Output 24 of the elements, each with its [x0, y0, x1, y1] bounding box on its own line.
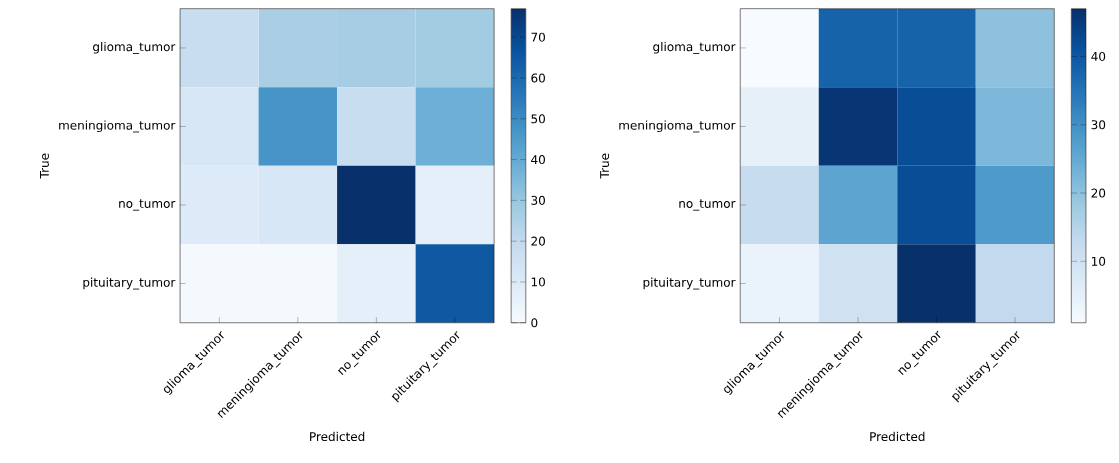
color-bar-label: 50	[531, 114, 545, 124]
color-bar-label: 30	[1091, 120, 1106, 130]
x-axis-title: Predicted	[870, 431, 925, 442]
y-axis-title: True	[600, 153, 610, 179]
color-bar-label: 40	[1091, 52, 1106, 62]
x-axis-title: Predicted	[310, 431, 365, 442]
y-tick-label: no_tumor	[119, 199, 176, 211]
color-bar-label: 10	[1092, 256, 1106, 266]
y-tick-label: pituitary_tumor	[643, 277, 736, 290]
y-tick-label: glioma_tumor	[653, 42, 736, 54]
y-tick-label: pituitary_tumor	[83, 277, 176, 290]
y-tick-label: meningioma_tumor	[619, 120, 736, 133]
color-bar-label: 10	[531, 277, 545, 287]
color-bar-label: 30	[531, 195, 545, 206]
color-bar-label: 70	[531, 32, 545, 42]
y-tick-label: meningioma_tumor	[59, 120, 176, 133]
color-bar-label: 20	[1091, 188, 1106, 198]
y-axis-title: True	[40, 153, 49, 179]
y-tick-label: glioma_tumor	[93, 42, 176, 54]
color-bar-label: 60	[531, 73, 545, 83]
color-bar-label: 40	[531, 155, 545, 165]
color-bar-label: 20	[531, 236, 545, 246]
y-tick-label: no_tumor	[679, 199, 736, 211]
color-bar-label: 0	[531, 318, 538, 328]
